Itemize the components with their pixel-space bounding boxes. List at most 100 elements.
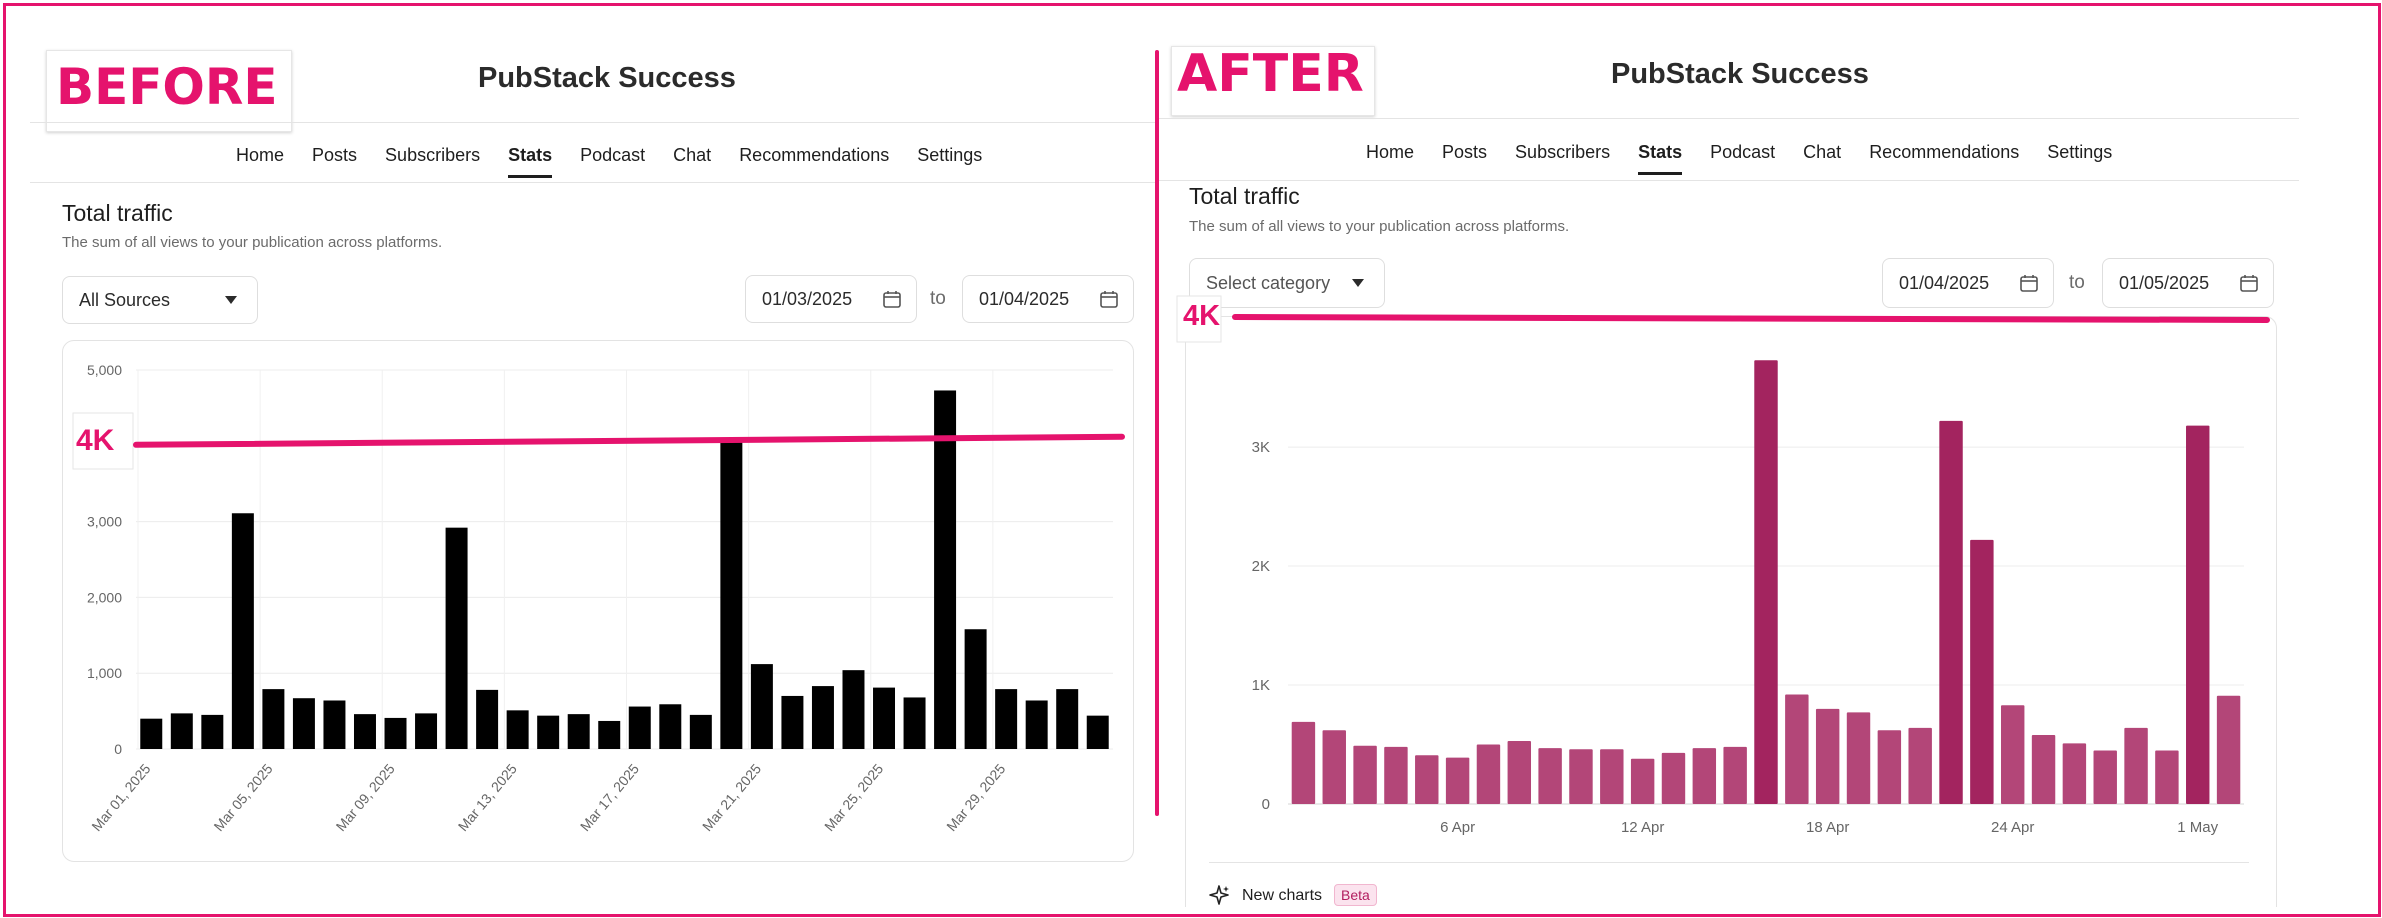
bar (1846, 712, 1871, 804)
section-description: The sum of all views to your publication… (1189, 218, 1570, 235)
y-tick-label: 3K (1252, 439, 1270, 456)
x-tick-label: Mar 25, 2025 (821, 760, 886, 834)
nav-item-subscribers[interactable]: Subscribers (385, 145, 481, 165)
bar (689, 714, 712, 749)
bar (2155, 750, 2179, 804)
date-to-value: 01/04/2025 (979, 288, 1070, 309)
x-tick-label: 6 Apr (1440, 819, 1475, 836)
bar (1754, 360, 1778, 804)
nav-divider (1159, 180, 2299, 181)
publication-title: PubStack Success (478, 62, 736, 94)
nav-item-posts[interactable]: Posts (1442, 142, 1488, 162)
nav-item-recommendations[interactable]: Recommendations (1869, 142, 2020, 162)
date-from-input[interactable]: 01/04/2025 (1882, 258, 2054, 308)
nav-item-posts[interactable]: Posts (312, 145, 358, 165)
bar (1939, 420, 1963, 804)
publication-title: PubStack Success (1611, 58, 1869, 90)
to-label: to (930, 288, 946, 309)
nav-item-subscribers[interactable]: Subscribers (1515, 142, 1611, 162)
bar (720, 438, 743, 749)
bar (811, 686, 834, 749)
bar (1322, 730, 1346, 804)
bar (1877, 730, 1902, 804)
bar (476, 689, 499, 749)
bar (506, 710, 529, 749)
bar (1908, 727, 1932, 804)
x-tick-label: Mar 29, 2025 (943, 760, 1008, 834)
sparkle-icon (1209, 885, 1229, 905)
bar (2124, 727, 2148, 804)
bar (964, 629, 987, 749)
bar (2186, 425, 2210, 804)
header-divider (1159, 118, 2299, 119)
bar (445, 527, 468, 749)
date-to-value: 01/05/2025 (2119, 272, 2210, 293)
nav-item-stats[interactable]: Stats (508, 145, 553, 178)
y-tick-label: 0 (114, 741, 122, 757)
main-nav: Home Posts Subscribers Stats Podcast Chat Reco… (236, 145, 1010, 178)
nav-item-stats[interactable]: Stats (1638, 142, 1683, 175)
calendar-icon (2020, 275, 2038, 292)
bar (201, 714, 224, 749)
nav-item-settings[interactable]: Settings (917, 145, 983, 165)
new-charts-label[interactable]: New charts (1242, 887, 1323, 904)
after-chart-card (1185, 316, 2277, 907)
bar (934, 390, 957, 749)
y-tick-label: 2K (1252, 558, 1270, 575)
before-tag: BEFORE (56, 58, 278, 116)
bar (1056, 689, 1079, 749)
date-from-input[interactable]: 01/03/2025 (745, 275, 917, 323)
category-select[interactable]: Select category (1189, 258, 1385, 308)
bar (995, 689, 1018, 749)
source-select[interactable]: All Sources (62, 276, 258, 324)
4k-annotation-box (72, 412, 134, 470)
section-title: Total traffic (1189, 183, 1300, 209)
after-tag-box (1171, 46, 1375, 116)
x-tick-label: Mar 09, 2025 (333, 760, 398, 834)
bar (2216, 695, 2241, 804)
header-divider (30, 122, 1155, 123)
bar (353, 714, 376, 749)
bar (262, 689, 285, 749)
bar (2093, 750, 2117, 804)
x-tick-label: Mar 21, 2025 (699, 760, 764, 834)
bar (1445, 757, 1470, 804)
calendar-icon (2240, 275, 2258, 292)
after-tag: AFTER (1177, 44, 1364, 104)
section-title: Total traffic (62, 200, 173, 226)
bar (1970, 539, 1994, 804)
nav-item-chat[interactable]: Chat (1803, 142, 1842, 162)
bar (1661, 752, 1686, 804)
nav-item-recommendations[interactable]: Recommendations (739, 145, 890, 165)
main-nav: Home Posts Subscribers Stats Podcast Chat Reco… (1366, 142, 2140, 175)
section-description: The sum of all views to your publication… (62, 234, 443, 251)
bar (415, 713, 438, 749)
bar (1815, 708, 1840, 804)
bar (2031, 734, 2056, 804)
bar (1569, 749, 1593, 804)
4k-reference-line (1232, 314, 2270, 323)
nav-item-home[interactable]: Home (1366, 142, 1415, 162)
to-label: to (2069, 272, 2085, 293)
date-to-input[interactable]: 01/05/2025 (2102, 258, 2274, 308)
nav-item-settings[interactable]: Settings (2047, 142, 2113, 162)
bar (1600, 749, 1624, 804)
bar (1692, 748, 1717, 804)
nav-item-podcast[interactable]: Podcast (1710, 142, 1776, 162)
nav-item-home[interactable]: Home (236, 145, 285, 165)
nav-item-podcast[interactable]: Podcast (580, 145, 646, 165)
4k-annotation-label: 4K (1183, 300, 1220, 332)
y-tick-label: 3,000 (87, 514, 122, 530)
bar (384, 717, 407, 749)
y-tick-label: 0 (1262, 796, 1270, 813)
date-to-input[interactable]: 01/04/2025 (962, 275, 1134, 323)
bar (1025, 700, 1048, 749)
4k-annotation-label: 4K (76, 424, 115, 457)
x-tick-label: 12 Apr (1621, 819, 1664, 836)
nav-item-chat[interactable]: Chat (673, 145, 712, 165)
x-tick-label: Mar 13, 2025 (455, 760, 520, 834)
beta-badge: Beta (1334, 884, 1377, 906)
bar (1415, 755, 1439, 804)
x-tick-label: Mar 05, 2025 (210, 760, 275, 834)
chart-footer-divider (1209, 862, 2249, 863)
